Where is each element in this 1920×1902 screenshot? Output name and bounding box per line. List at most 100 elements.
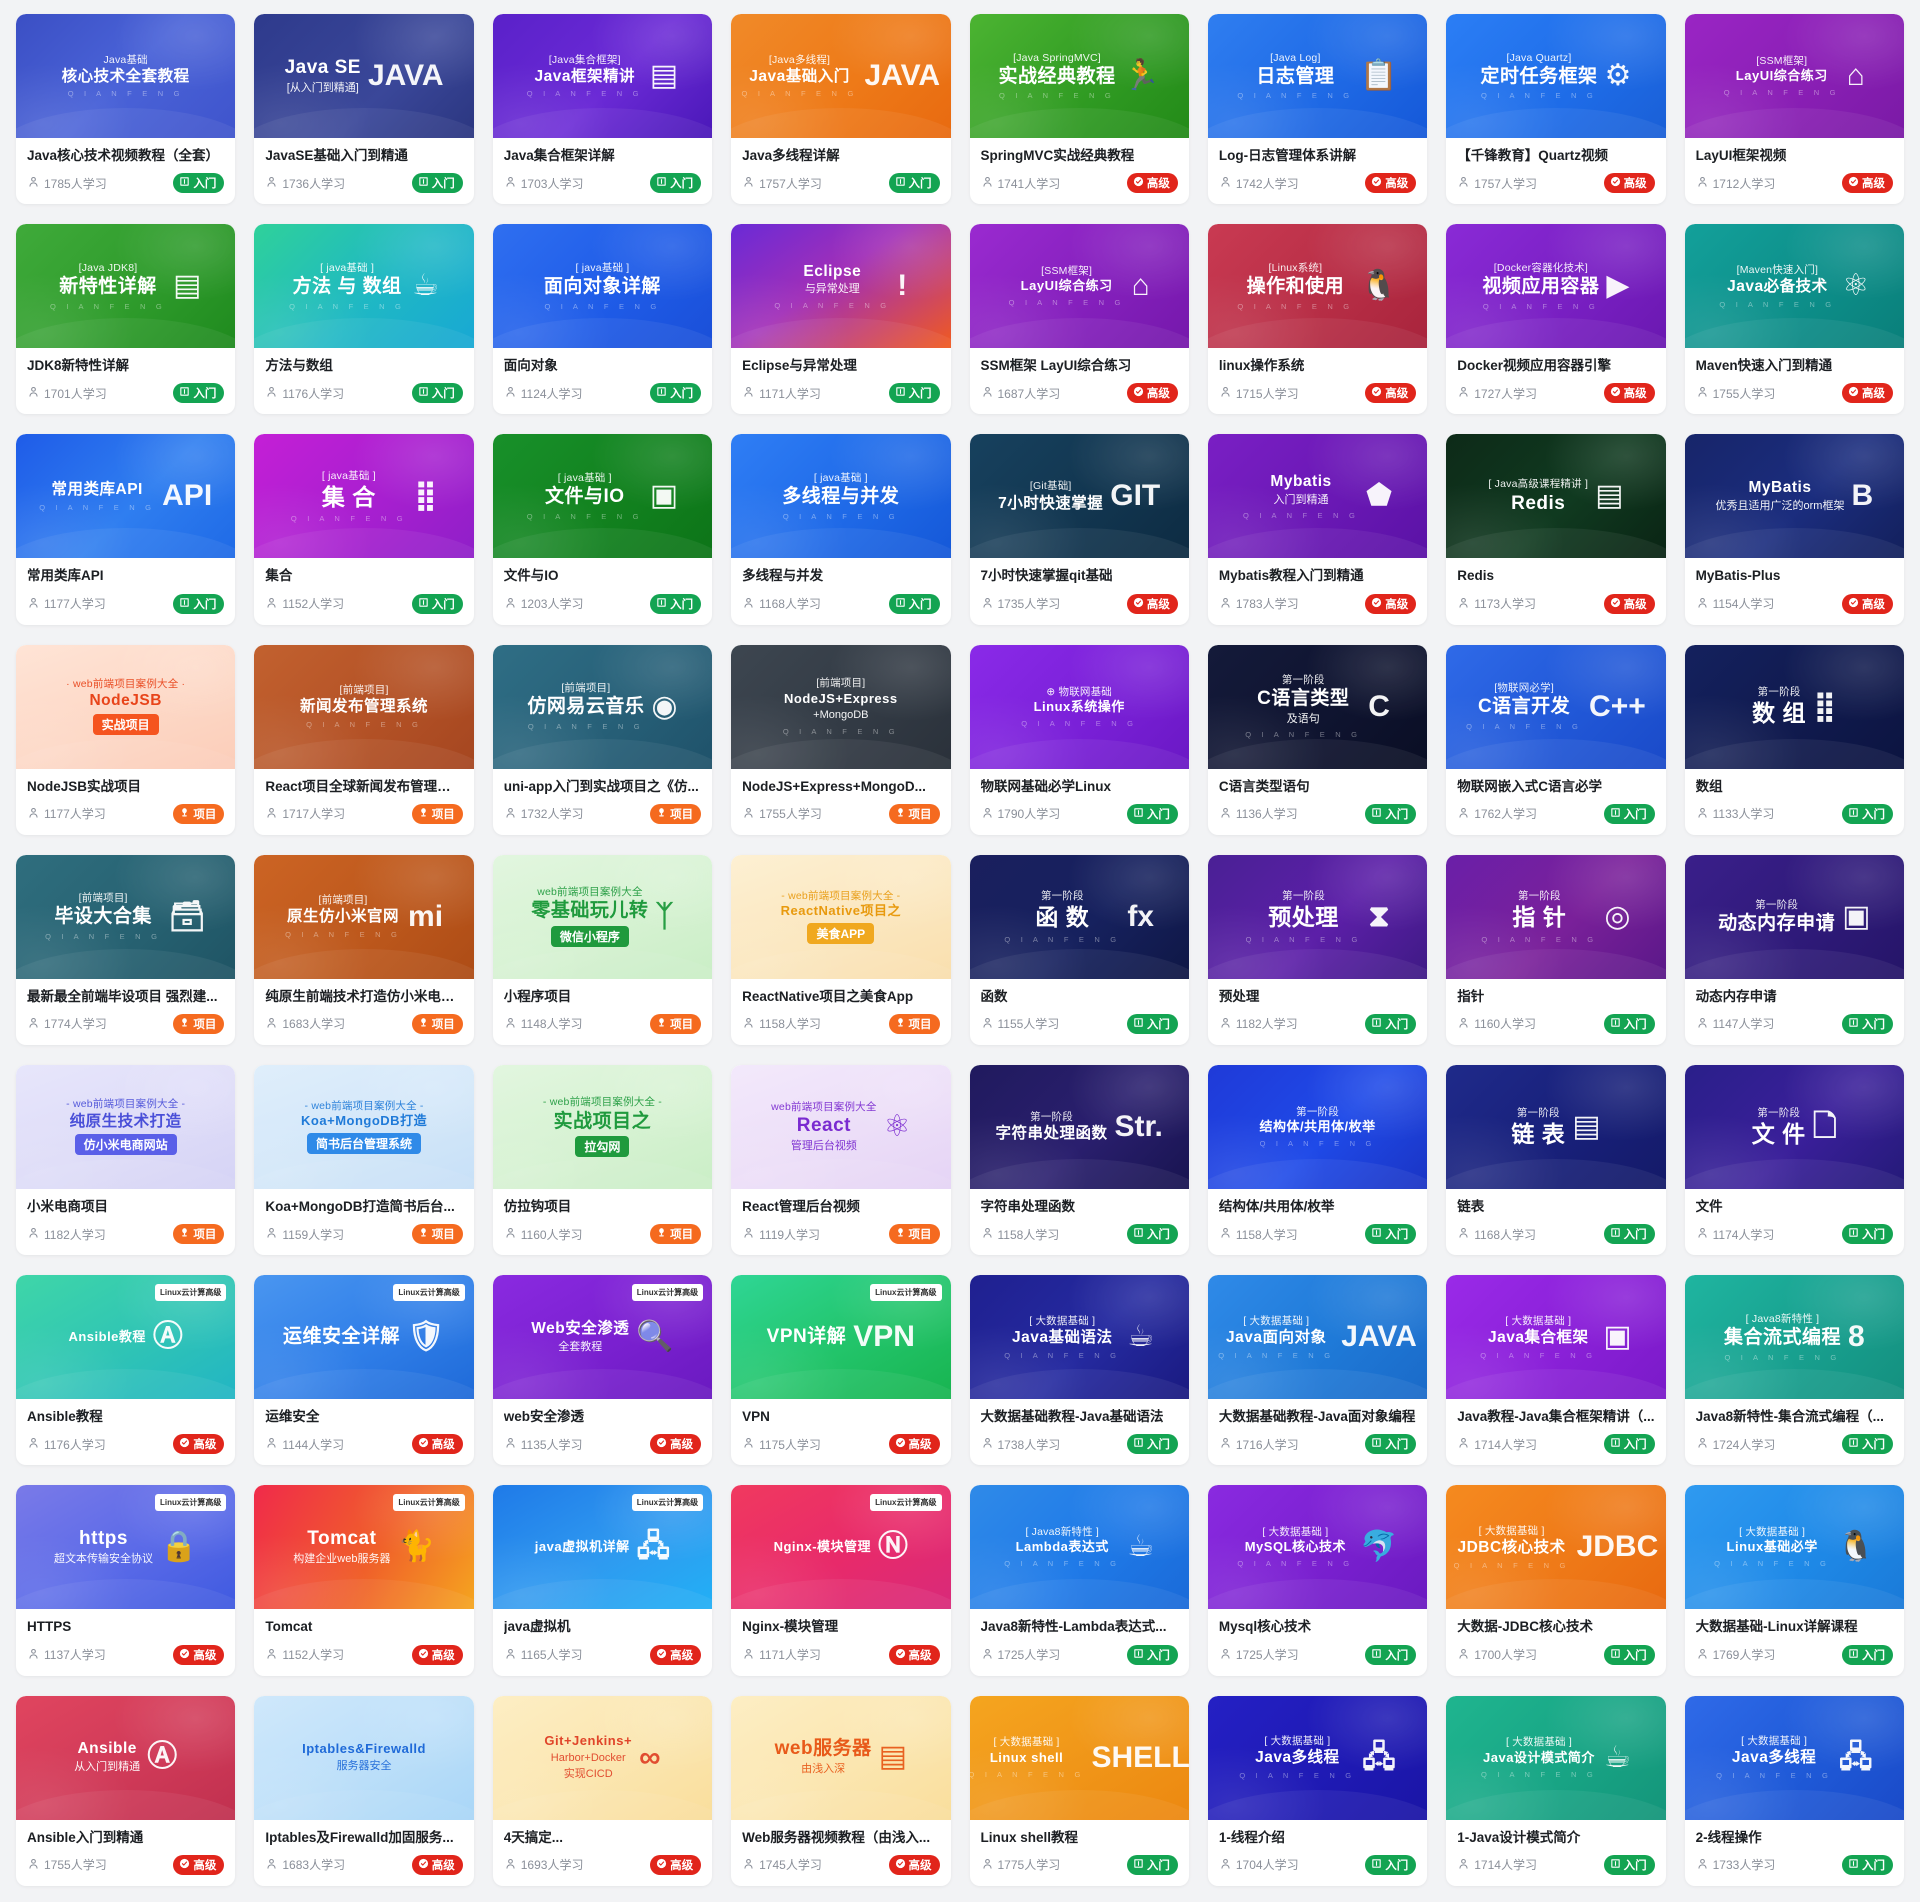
course-card[interactable]: Linux云计算高级 Ansible教程 Ⓐ Ansible教程: [16, 1275, 236, 1466]
course-title[interactable]: MyBatis-Plus: [1695, 568, 1781, 584]
course-cover[interactable]: - web前端项目案例大全 - 纯原生技术打造 仿小米电商网站: [16, 1064, 236, 1189]
course-title[interactable]: React管理后台视频: [742, 1198, 860, 1214]
course-card[interactable]: Eclipse 与异常处理 Q I A N F E N G ! Eclipse与…: [731, 224, 951, 415]
course-card[interactable]: Java SE [从入门到精通] JAVA JavaSE基础入门到精通 1736…: [254, 14, 474, 205]
course-card[interactable]: [前端项目] 新闻发布管理系统 Q I A N F E N G React项目全…: [254, 644, 474, 835]
course-title[interactable]: Java集合框架详解: [503, 148, 615, 163]
course-cover[interactable]: · web前端项目案例大全 · NodeJSB 实战项目: [16, 644, 236, 769]
course-title[interactable]: React项目全球新闻发布管理系统: [265, 778, 463, 794]
course-cover[interactable]: MyBatis 优秀且适用广泛的orm框架 B: [1684, 434, 1904, 559]
course-card[interactable]: web服务器 由浅入深 ▤ Web服务器视频教程（由浅入... 1745人学习: [731, 1695, 951, 1886]
course-cover[interactable]: 第一阶段 结构体/共用体/枚举 Q I A N F E N G: [1207, 1064, 1428, 1189]
course-cover[interactable]: [ 大数据基础 ] Java多线程 Q I A N F E N G 🖧: [1207, 1695, 1428, 1820]
course-title[interactable]: 1-Java设计模式简介: [1457, 1829, 1581, 1845]
course-cover[interactable]: [ 大数据基础 ] Java基础语法 Q I A N F E N G ☕: [969, 1275, 1189, 1400]
course-cover[interactable]: [前端项目] NodeJS+Express +MongoDB Q I A N F…: [731, 644, 951, 769]
course-title[interactable]: C语言类型语句: [1218, 778, 1310, 794]
course-card[interactable]: 常用类库API Q I A N F E N G API 常用类库API 1177…: [16, 434, 236, 625]
course-title[interactable]: Java核心技术视频教程（全套）: [27, 148, 220, 163]
course-cover[interactable]: [ 大数据基础 ] Java集合框架 Q I A N F E N G ▣: [1446, 1275, 1666, 1400]
course-cover[interactable]: Java基础 核心技术全套教程 Q I A N F E N G: [16, 14, 236, 138]
course-cover[interactable]: [ java基础 ] 方法 与 数组 Q I A N F E N G ☕: [254, 224, 474, 349]
course-card[interactable]: [Java SpringMVC] 实战经典教程 Q I A N F E N G …: [969, 14, 1189, 205]
course-cover[interactable]: [前端项目] 毕设大合集 Q I A N F E N G 🗃: [16, 854, 236, 979]
course-cover[interactable]: [Docker容器化技术] 视频应用容器 Q I A N F E N G ▶: [1446, 224, 1666, 349]
course-cover[interactable]: [ 大数据基础 ] JDBC核心技术 Q I A N F E N G JDBC: [1446, 1485, 1666, 1610]
course-card[interactable]: [Java多线程] Java基础入门 Q I A N F E N G JAVA …: [731, 14, 951, 205]
course-title[interactable]: 【千锋教育】Quartz视频: [1457, 148, 1609, 163]
course-cover[interactable]: [ 大数据基础 ] Java设计模式简介 Q I A N F E N G ☕: [1446, 1695, 1666, 1820]
course-cover[interactable]: [Java多线程] Java基础入门 Q I A N F E N G JAVA: [731, 14, 951, 138]
course-cover[interactable]: [Java SpringMVC] 实战经典教程 Q I A N F E N G …: [969, 14, 1189, 138]
course-cover[interactable]: [物联网必学] C语言开发 Q I A N F E N G C++: [1446, 644, 1666, 769]
course-cover[interactable]: Linux云计算高级 https 超文本传输安全协议 🔒: [16, 1485, 236, 1610]
course-cover[interactable]: [ java基础 ] 集 合 Q I A N F E N G ⣿: [254, 434, 474, 559]
course-cover[interactable]: Iptables&Firewalld 服务器安全: [254, 1695, 474, 1820]
course-cover[interactable]: [ 大数据基础 ] Linux基础必学 Q I A N F E N G 🐧: [1684, 1485, 1904, 1610]
course-card[interactable]: 第一阶段 字符串处理函数 Str. 字符串处理函数 1158人学习: [969, 1064, 1189, 1256]
course-title[interactable]: Eclipse与异常处理: [742, 358, 857, 374]
course-cover[interactable]: [ Java高级课程精讲 ] Redis ▤: [1446, 434, 1666, 559]
course-cover[interactable]: Java SE [从入门到精通] JAVA: [254, 14, 474, 138]
course-card[interactable]: [物联网必学] C语言开发 Q I A N F E N G C++ 物联网嵌入式…: [1446, 644, 1666, 835]
course-title[interactable]: NodeJSB实战项目: [27, 778, 142, 794]
course-cover[interactable]: [Java Quartz] 定时任务框架 Q I A N F E N G ⚙: [1446, 14, 1666, 138]
course-title[interactable]: 多线程与并发: [742, 568, 824, 584]
course-card[interactable]: [ 大数据基础 ] JDBC核心技术 Q I A N F E N G JDBC …: [1446, 1485, 1666, 1676]
course-cover[interactable]: [前端项目] 仿网易云音乐 Q I A N F E N G ◉: [492, 644, 713, 769]
course-cover[interactable]: 第一阶段 动态内存申请 ▣: [1684, 854, 1904, 979]
course-title[interactable]: 文件: [1695, 1198, 1723, 1214]
course-card[interactable]: Linux云计算高级 Web安全渗透 全套教程 🔍 web安全渗透: [492, 1275, 713, 1466]
course-cover[interactable]: [Java集合框架] Java框架精讲 Q I A N F E N G ▤: [492, 14, 713, 138]
course-title[interactable]: 4天搞定...: [503, 1829, 564, 1845]
course-card[interactable]: MyBatis 优秀且适用广泛的orm框架 B MyBatis-Plus 115…: [1684, 434, 1904, 625]
course-title[interactable]: 结构体/共用体/枚举: [1218, 1198, 1335, 1214]
course-cover[interactable]: [Git基础] 7小时快速掌握 GIT: [969, 434, 1189, 559]
course-card[interactable]: Ansible 从入门到精通 Ⓐ Ansible入门到精通 1755人学习: [16, 1695, 236, 1886]
course-card[interactable]: Linux云计算高级 java虚拟机详解 🖧 java虚拟机: [492, 1485, 713, 1676]
course-card[interactable]: - web前端项目案例大全 - Koa+MongoDB打造 简书后台管理系统 K…: [254, 1064, 474, 1256]
course-title[interactable]: JavaSE基础入门到精通: [265, 148, 408, 163]
course-title[interactable]: Mybatis教程入门到精通: [1218, 568, 1364, 584]
course-card[interactable]: [SSM框架] LayUI综合练习 Q I A N F E N G ⌂ LayU…: [1684, 14, 1904, 205]
course-cover[interactable]: 第一阶段 字符串处理函数 Str.: [969, 1064, 1189, 1189]
course-cover[interactable]: Mybatis 入门到精通 Q I A N F E N G ⬟: [1207, 434, 1428, 559]
course-card[interactable]: Mybatis 入门到精通 Q I A N F E N G ⬟ Mybatis教…: [1207, 434, 1428, 625]
course-title[interactable]: linux操作系统: [1218, 358, 1305, 374]
course-title[interactable]: 小米电商项目: [27, 1198, 108, 1214]
course-cover[interactable]: Git+Jenkins+ Harbor+Docker 实现CICD ∞: [492, 1695, 713, 1820]
course-cover[interactable]: Linux云计算高级 Nginx-模块管理 Ⓝ: [731, 1485, 951, 1610]
course-card[interactable]: 第一阶段 预处理 Q I A N F E N G ⧗ 预处理 1182人学习: [1207, 854, 1428, 1045]
course-title[interactable]: 数组: [1695, 778, 1723, 794]
course-card[interactable]: 第一阶段 C语言类型 及语句 Q I A N F E N G C C语言类型语句…: [1207, 644, 1428, 835]
course-title[interactable]: Ansible教程: [27, 1409, 103, 1425]
course-title[interactable]: Java多线程详解: [742, 148, 840, 163]
course-cover[interactable]: [ Java8新特性 ] Lambda表达式 Q I A N F E N G ☕: [969, 1485, 1189, 1610]
course-card[interactable]: [Java Quartz] 定时任务框架 Q I A N F E N G ⚙ 【…: [1446, 14, 1666, 205]
course-card[interactable]: [ java基础 ] 面向对象详解 Q I A N F E N G 面向对象 1…: [492, 224, 713, 415]
course-title[interactable]: 字符串处理函数: [980, 1198, 1076, 1214]
course-card[interactable]: 第一阶段 函 数 Q I A N F E N G fx 函数 1155人学习: [969, 854, 1189, 1045]
course-title[interactable]: 方法与数组: [265, 358, 333, 374]
course-card[interactable]: [ java基础 ] 多线程与并发 Q I A N F E N G 多线程与并发…: [731, 434, 951, 625]
course-card[interactable]: [前端项目] 毕设大合集 Q I A N F E N G 🗃 最新最全前端毕设项…: [16, 854, 236, 1045]
course-title[interactable]: 集合: [265, 568, 293, 584]
course-title[interactable]: 仿拉钩项目: [503, 1198, 572, 1214]
course-card[interactable]: [ 大数据基础 ] Java基础语法 Q I A N F E N G ☕ 大数据…: [969, 1275, 1189, 1466]
course-card[interactable]: [Linux系统] 操作和使用 Q I A N F E N G 🐧 linux操…: [1207, 224, 1428, 415]
course-cover[interactable]: 第一阶段 数 组 ⣿: [1684, 644, 1904, 769]
course-card[interactable]: Linux云计算高级 运维安全详解 🛡 运维安全: [254, 1275, 474, 1466]
course-cover[interactable]: Linux云计算高级 Web安全渗透 全套教程 🔍: [492, 1275, 713, 1400]
course-title[interactable]: Web服务器视频教程（由浅入...: [742, 1829, 931, 1845]
course-title[interactable]: 最新最全前端毕设项目 强烈建...: [27, 988, 218, 1004]
course-title[interactable]: SSM框架 LayUI综合练习: [980, 358, 1132, 374]
course-cover[interactable]: Eclipse 与异常处理 Q I A N F E N G !: [731, 224, 951, 349]
course-cover[interactable]: Linux云计算高级 Tomcat 构建企业web服务器 🐈: [254, 1485, 474, 1610]
course-title[interactable]: 常用类库API: [27, 568, 104, 584]
course-card[interactable]: [ 大数据基础 ] Java设计模式简介 Q I A N F E N G ☕ 1…: [1446, 1695, 1666, 1886]
course-title[interactable]: 大数据基础教程-Java基础语法: [980, 1409, 1164, 1425]
course-card[interactable]: 第一阶段 动态内存申请 ▣ 动态内存申请 1147人学习: [1684, 854, 1904, 1045]
course-card[interactable]: ⊕ 物联网基础 Linux系统操作 Q I A N F E N G 物联网基础必…: [969, 644, 1189, 835]
course-card[interactable]: [ java基础 ] 方法 与 数组 Q I A N F E N G ☕ 方法与…: [254, 224, 474, 415]
course-card[interactable]: web前端项目案例大全 零基础玩儿转 微信小程序 ᛉ 小程序项目 1148人学习: [492, 854, 713, 1045]
